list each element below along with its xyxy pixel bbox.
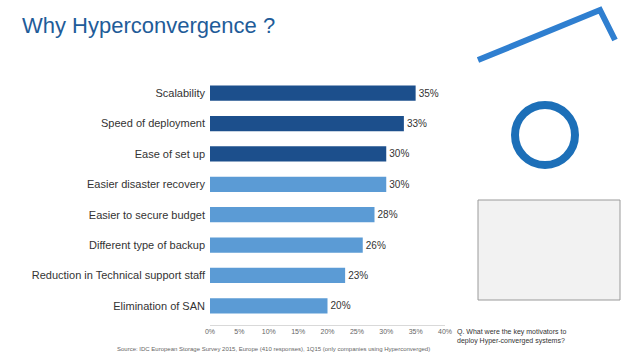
svg-text:15%: 15% [291, 328, 305, 335]
svg-text:Why Hyperconvergence ?: Why Hyperconvergence ? [22, 13, 275, 38]
svg-text:28%: 28% [378, 209, 398, 220]
svg-text:Scalability: Scalability [155, 87, 205, 99]
svg-text:10%: 10% [262, 328, 276, 335]
svg-text:Speed of deployment: Speed of deployment [101, 117, 205, 129]
svg-text:35%: 35% [409, 328, 423, 335]
svg-text:23%: 23% [348, 270, 368, 281]
svg-text:25%: 25% [350, 328, 364, 335]
svg-text:Ease of set up: Ease of set up [135, 148, 205, 160]
svg-text:20%: 20% [331, 300, 351, 311]
svg-text:Different type of backup: Different type of backup [89, 239, 205, 251]
svg-text:26%: 26% [366, 240, 386, 251]
svg-text:30%: 30% [389, 148, 409, 159]
svg-text:35%: 35% [419, 88, 439, 99]
svg-text:Source: IDC European Storage S: Source: IDC European Storage Survey 2015… [117, 346, 430, 352]
svg-text:30%: 30% [379, 328, 393, 335]
svg-text:Easier to secure budget: Easier to secure budget [89, 209, 205, 221]
svg-text:30%: 30% [389, 179, 409, 190]
svg-text:33%: 33% [407, 118, 427, 129]
svg-text:Elimination of SAN: Elimination of SAN [113, 300, 205, 312]
svg-text:Reduction in Technical support: Reduction in Technical support staff [32, 269, 206, 281]
svg-text:40%: 40% [438, 328, 452, 335]
svg-text:20%: 20% [320, 328, 334, 335]
svg-text:Easier disaster recovery: Easier disaster recovery [87, 178, 205, 190]
svg-text:Q. What were the key motivator: Q. What were the key motivators todeploy… [457, 328, 566, 345]
svg-text:0%: 0% [205, 328, 215, 335]
svg-text:5%: 5% [234, 328, 244, 335]
